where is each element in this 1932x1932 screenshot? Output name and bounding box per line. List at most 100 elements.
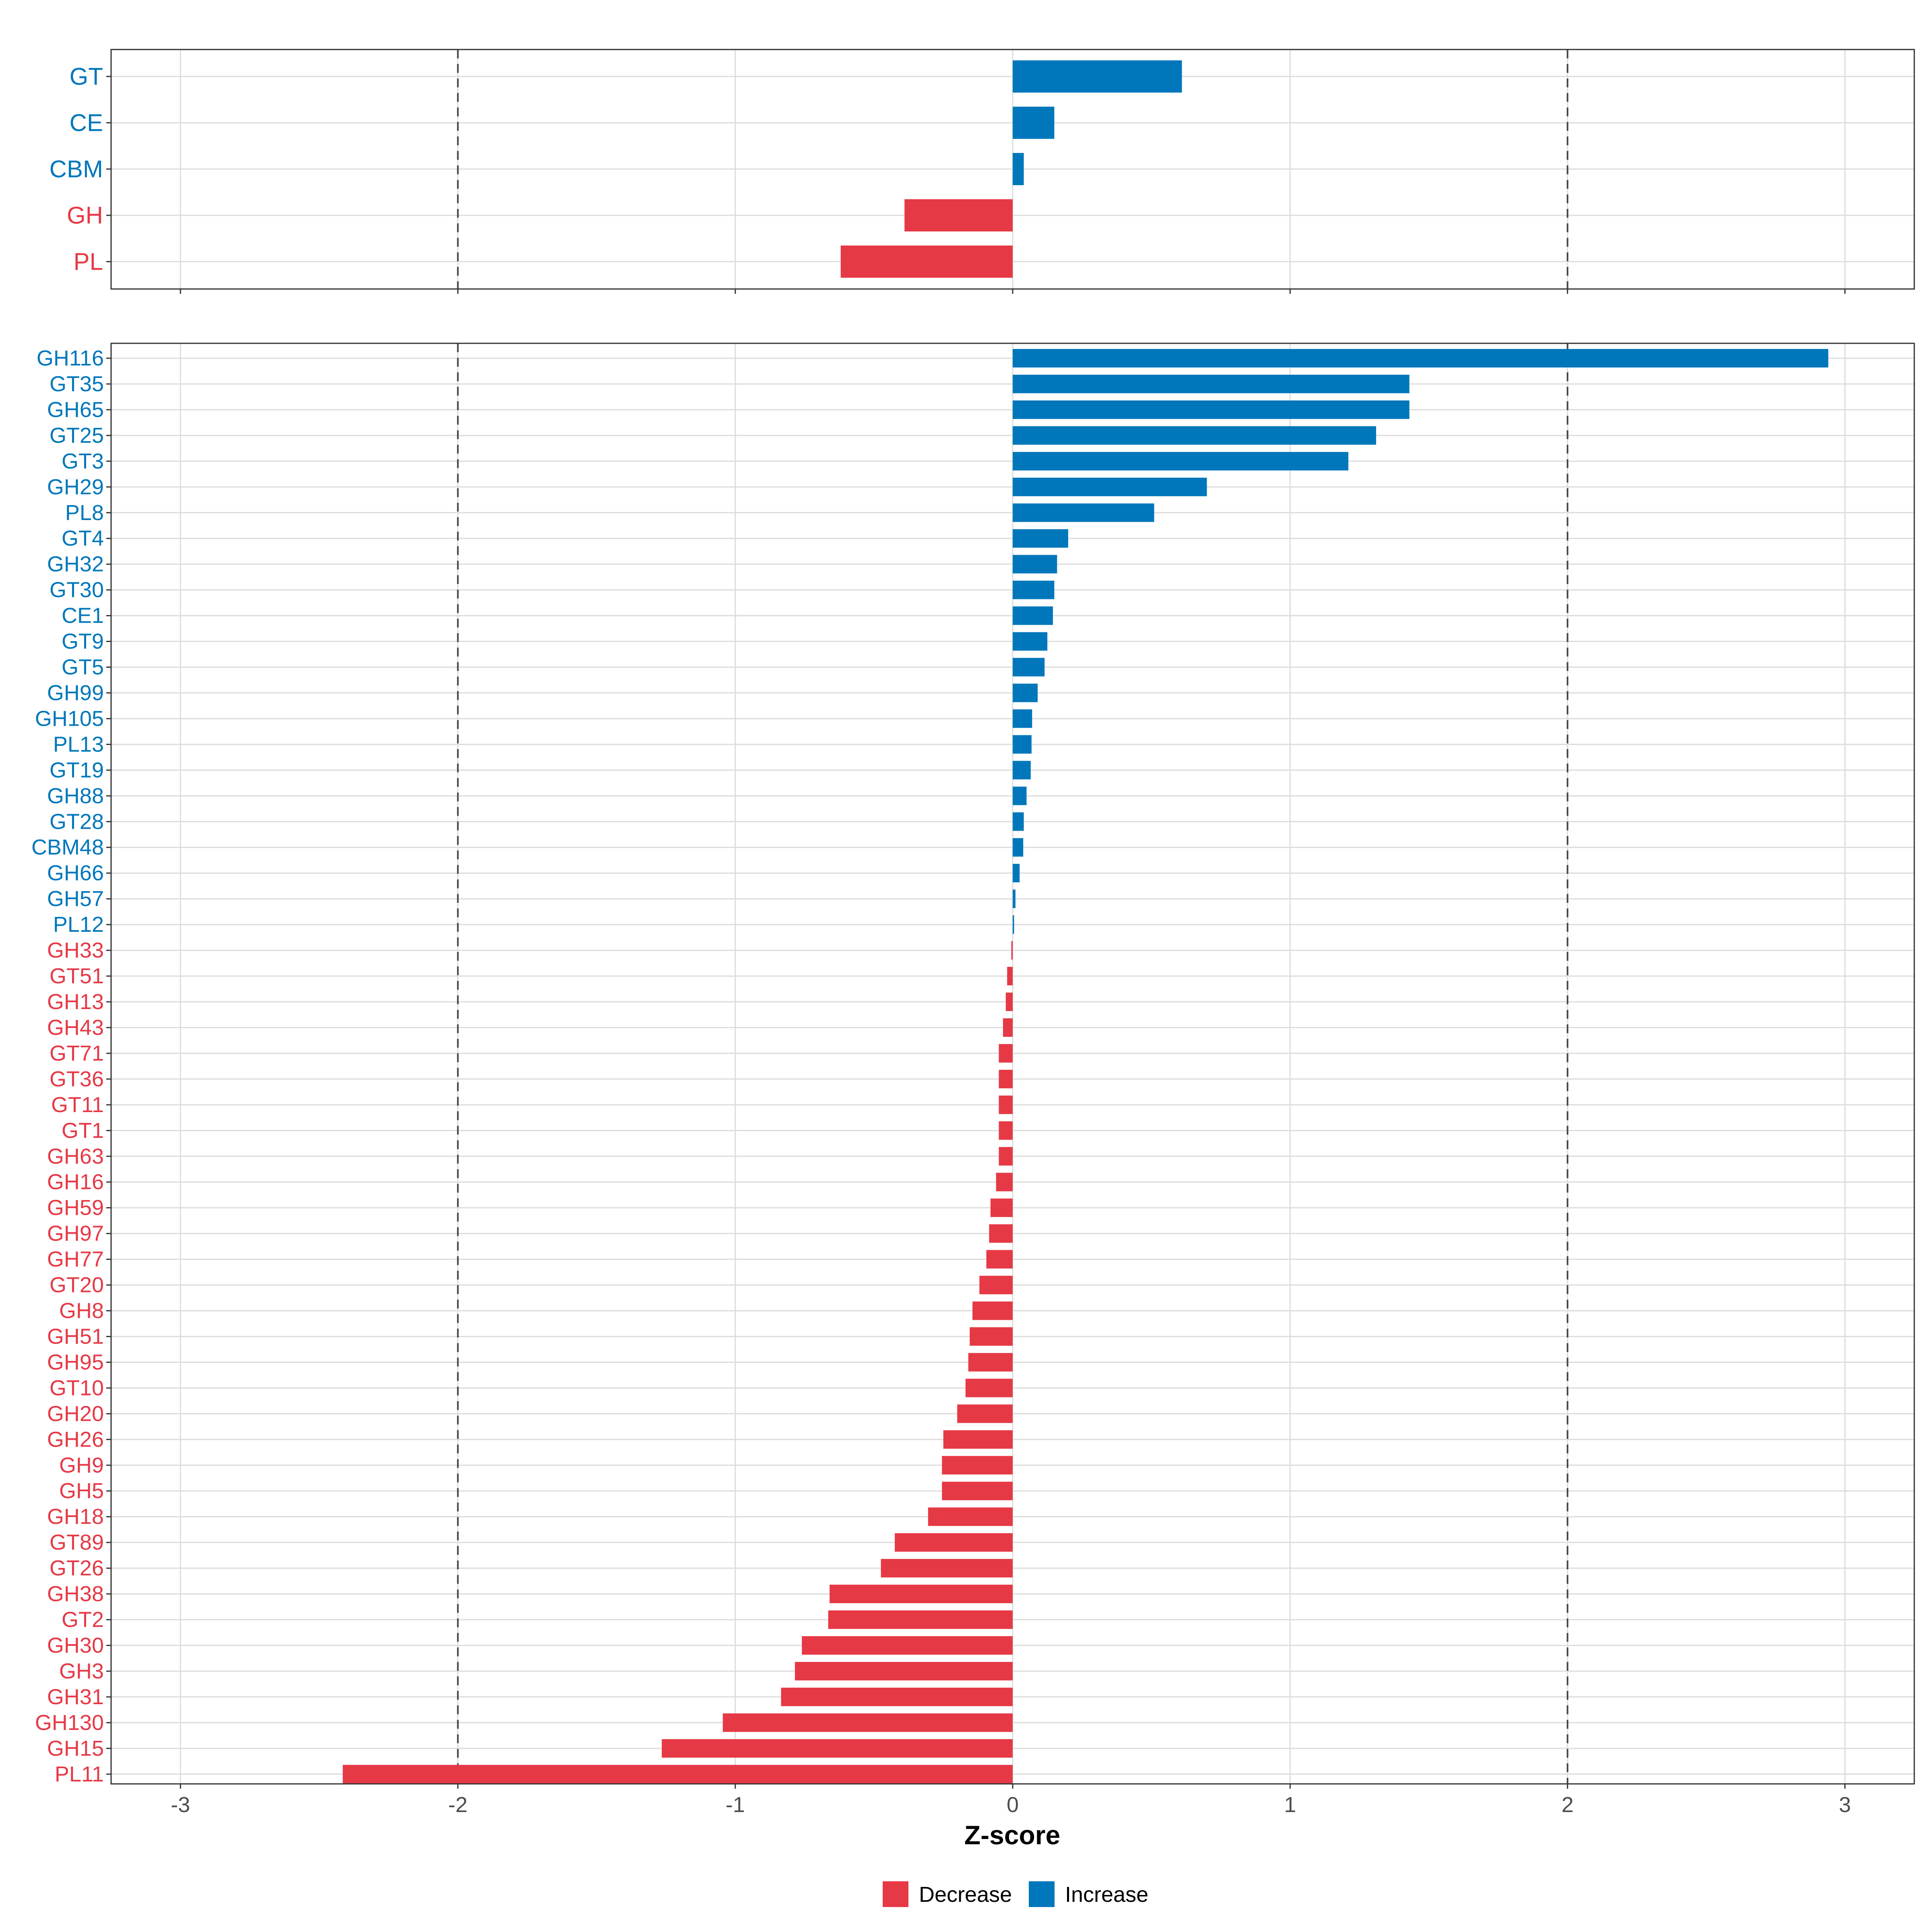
bar-ce1 <box>1013 606 1053 625</box>
bar-gh15 <box>662 1739 1013 1758</box>
bar-gh <box>904 199 1013 231</box>
bar-gt36 <box>999 1069 1013 1088</box>
category-label-gt2: GT2 <box>62 1608 104 1632</box>
category-label-gt51: GT51 <box>50 964 104 988</box>
x-tick-label-0: -3 <box>171 1793 190 1817</box>
category-label-gt35: GT35 <box>50 372 104 396</box>
bar-gh105 <box>1013 709 1032 728</box>
bar-pl <box>840 246 1013 278</box>
bar-gt <box>1013 60 1182 93</box>
bar-gt10 <box>965 1379 1013 1397</box>
bar-gh9 <box>942 1456 1013 1475</box>
category-label-gh43: GH43 <box>47 1016 104 1040</box>
bar-pl13 <box>1013 735 1032 754</box>
bar-pl12 <box>1013 915 1014 934</box>
x-axis-tick-labels: -3 -2 -1 0 1 2 3 <box>171 1793 1851 1817</box>
bottom-panel-bars <box>343 349 1829 1783</box>
category-label-gt11: GT11 <box>51 1093 104 1117</box>
bar-gt3 <box>1013 452 1348 471</box>
category-label-gt5: GT5 <box>62 655 104 679</box>
category-label-gh3: GH3 <box>59 1659 104 1683</box>
bar-gh130 <box>722 1713 1013 1732</box>
bar-gt2 <box>828 1610 1013 1629</box>
bar-gt25 <box>1013 426 1376 445</box>
bar-gh26 <box>943 1430 1013 1449</box>
category-label-gt: GT <box>70 63 103 90</box>
bar-gh95 <box>968 1353 1013 1372</box>
bar-gh31 <box>781 1687 1013 1706</box>
legend-label-increase: Increase <box>1065 1882 1148 1907</box>
category-label-gh51: GH51 <box>47 1324 104 1348</box>
category-label-gh65: GH65 <box>47 398 104 422</box>
category-label-pl12: PL12 <box>53 912 104 937</box>
category-label-gh99: GH99 <box>47 681 104 705</box>
bar-gt11 <box>999 1095 1013 1114</box>
bottom-panel-reference-lines <box>457 343 1569 1784</box>
bottom-panel-border <box>110 343 1915 1785</box>
top-panel-y-ticks <box>106 76 111 262</box>
bar-pl8 <box>1013 503 1154 522</box>
bar-gt9 <box>1013 632 1048 651</box>
category-label-gh32: GH32 <box>47 552 104 576</box>
category-label-gh38: GH38 <box>47 1582 104 1606</box>
top-panel-x-ticks <box>180 289 1846 294</box>
category-label-gt19: GT19 <box>50 758 104 782</box>
category-label-gh66: GH66 <box>47 861 104 885</box>
bar-gt30 <box>1013 580 1055 599</box>
category-label-gh31: GH31 <box>47 1685 104 1709</box>
category-label-pl: PL <box>74 248 103 275</box>
bar-gh51 <box>970 1327 1013 1346</box>
bar-gt51 <box>1007 967 1013 986</box>
bar-gh65 <box>1013 400 1410 419</box>
bar-gh3 <box>795 1662 1013 1680</box>
category-label-gt25: GT25 <box>50 423 104 448</box>
bar-gh63 <box>999 1147 1013 1166</box>
category-label-gh8: GH8 <box>59 1299 104 1323</box>
category-label-gt3: GT3 <box>62 449 104 473</box>
bar-gh88 <box>1013 786 1027 805</box>
category-label-gh105: GH105 <box>35 706 104 731</box>
category-label-gt4: GT4 <box>62 526 104 551</box>
category-label-cbm48: CBM48 <box>31 835 104 859</box>
category-label-gh15: GH15 <box>47 1736 104 1761</box>
bar-gh32 <box>1013 555 1057 574</box>
bar-gt26 <box>881 1559 1013 1578</box>
category-label-gh18: GH18 <box>47 1505 104 1529</box>
category-label-gh33: GH33 <box>47 938 104 962</box>
category-label-gh30: GH30 <box>47 1633 104 1657</box>
category-label-gh9: GH9 <box>59 1453 104 1477</box>
bar-gh116 <box>1013 349 1829 367</box>
bar-gh20 <box>957 1404 1013 1423</box>
category-label-gh88: GH88 <box>47 784 104 808</box>
bar-gt28 <box>1013 812 1024 831</box>
bar-gt4 <box>1013 529 1068 548</box>
legend-swatch-increase <box>1029 1881 1055 1907</box>
bar-gt89 <box>895 1533 1013 1552</box>
category-label-gt9: GT9 <box>62 630 104 654</box>
bar-gh59 <box>990 1198 1013 1217</box>
category-label-gh20: GH20 <box>47 1402 104 1426</box>
bar-gh30 <box>802 1636 1013 1655</box>
category-label-gh29: GH29 <box>47 475 104 499</box>
bar-gh77 <box>986 1250 1013 1269</box>
legend-swatch-decrease <box>883 1881 908 1907</box>
category-label-gh: GH <box>67 202 103 229</box>
bar-gh99 <box>1013 683 1038 702</box>
bar-gh16 <box>996 1172 1013 1191</box>
category-label-pl13: PL13 <box>53 732 104 756</box>
top-panel-border <box>110 49 1915 290</box>
bar-gt20 <box>979 1276 1013 1294</box>
category-label-pl8: PL8 <box>65 501 104 525</box>
bar-pl11 <box>343 1765 1013 1783</box>
bar-gh57 <box>1013 890 1016 908</box>
legend: Decrease Increase <box>883 1881 1148 1907</box>
category-label-gh13: GH13 <box>47 990 104 1014</box>
category-label-gt36: GT36 <box>50 1067 104 1091</box>
category-label-gt20: GT20 <box>50 1273 104 1297</box>
bar-gt5 <box>1013 658 1045 677</box>
bottom-panel-y-ticks <box>106 357 111 1775</box>
category-label-gt10: GT10 <box>50 1376 104 1400</box>
category-label-gh26: GH26 <box>47 1427 104 1451</box>
